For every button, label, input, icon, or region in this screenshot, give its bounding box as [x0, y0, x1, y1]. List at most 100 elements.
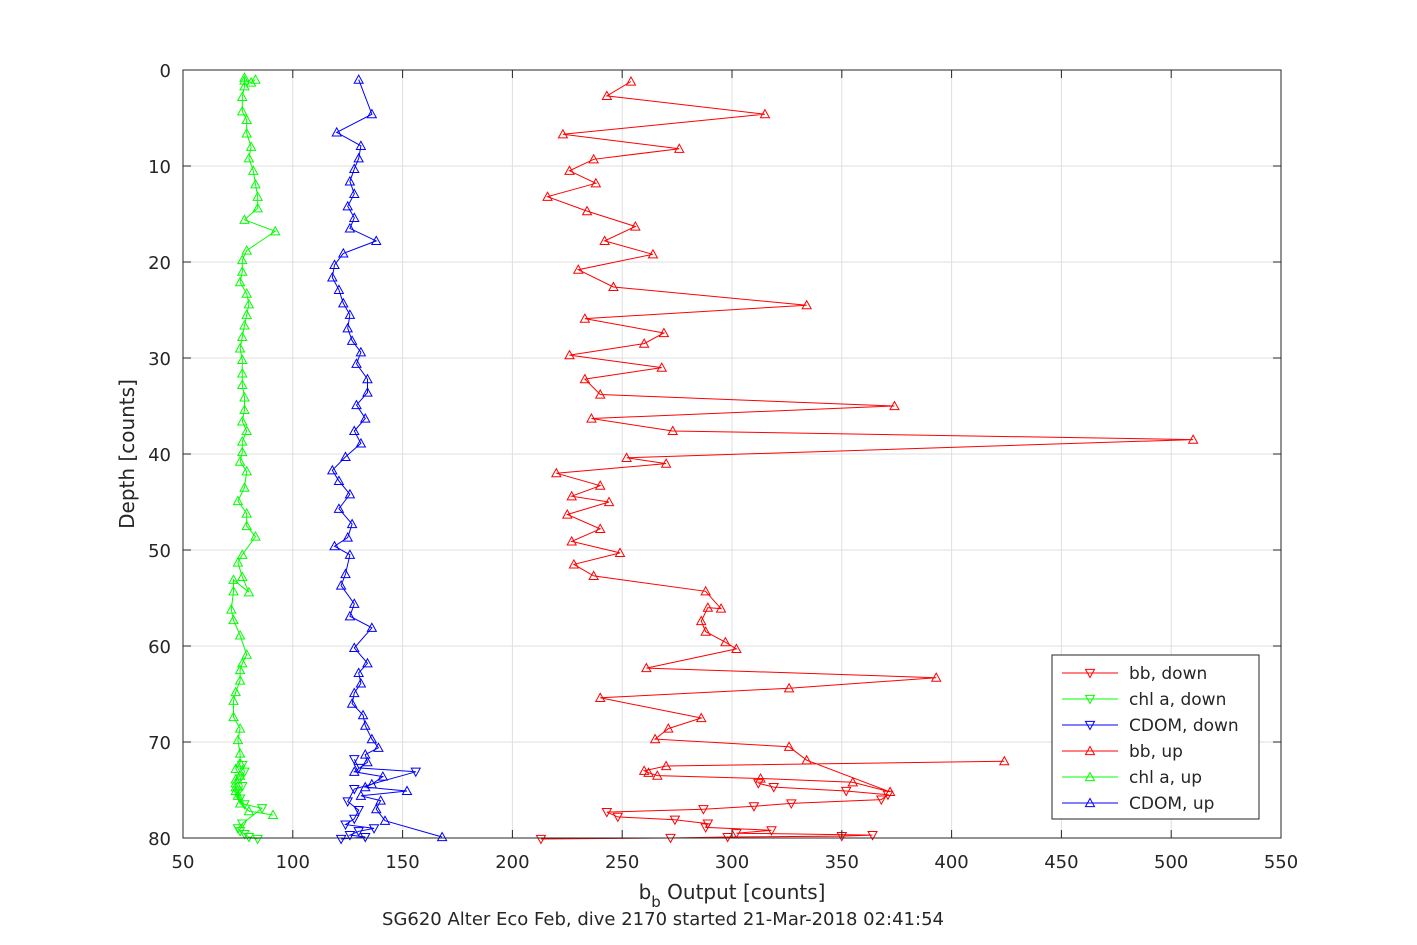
- data-point: [335, 834, 347, 845]
- data-point: [241, 507, 253, 518]
- data-point: [344, 831, 356, 841]
- data-point: [625, 75, 637, 86]
- data-point: [241, 309, 253, 319]
- data-point: [867, 831, 878, 841]
- data-point: [368, 824, 380, 834]
- x-tick-label: 300: [715, 852, 749, 873]
- data-point: [377, 771, 389, 781]
- data-point: [232, 495, 244, 506]
- data-point: [785, 799, 797, 809]
- data-point: [225, 603, 237, 614]
- data-point: [243, 832, 255, 843]
- data-point: [840, 786, 852, 797]
- data-point: [766, 826, 777, 836]
- data-point: [344, 175, 356, 186]
- data-point: [348, 188, 360, 198]
- data-point: [236, 331, 248, 341]
- data-point: [236, 435, 248, 446]
- y-tick-label: 70: [148, 733, 171, 754]
- legend-marker: [1084, 771, 1096, 782]
- data-point: [228, 711, 239, 722]
- x-tick-label: 200: [495, 852, 529, 873]
- data-point: [344, 549, 356, 559]
- legend-marker: [1084, 745, 1096, 756]
- data-point: [353, 667, 365, 677]
- data-point: [250, 178, 261, 189]
- data-point: [236, 549, 248, 559]
- data-point: [698, 805, 709, 815]
- series-chl-a-up: [225, 72, 281, 820]
- data-point: [236, 446, 248, 457]
- data-point: [355, 790, 367, 800]
- data-point: [594, 523, 606, 533]
- ticks: 50 100 150 200 250 300 350 400 450 500 550 0 10 20 30 4…: [148, 61, 1298, 873]
- data-point: [601, 807, 613, 818]
- legend-marker: [1084, 797, 1096, 808]
- data-point: [337, 297, 349, 308]
- data-point: [326, 271, 338, 282]
- x-tick-label: 50: [172, 852, 195, 873]
- data-point: [695, 615, 707, 626]
- data-point: [236, 354, 248, 365]
- data-point: [348, 425, 360, 436]
- data-point: [236, 819, 248, 830]
- data-point: [351, 358, 362, 368]
- data-point: [669, 815, 681, 826]
- x-tick-label: 500: [1154, 852, 1188, 873]
- x-tick-label: 450: [1044, 852, 1078, 873]
- data-point: [581, 205, 593, 216]
- data-point: [379, 815, 391, 825]
- legend-label: CDOM, up: [1129, 794, 1214, 814]
- data-point: [579, 373, 591, 384]
- y-tick-label: 50: [148, 541, 171, 562]
- x-tick-label: 100: [276, 852, 310, 873]
- data-point: [588, 570, 600, 581]
- legend-box: [1051, 654, 1260, 820]
- data-point: [239, 72, 250, 82]
- data-point: [731, 829, 742, 839]
- data-point: [243, 586, 255, 597]
- x-axis-label: bb Output [counts]: [639, 880, 826, 911]
- data-point: [340, 568, 351, 579]
- data-point: [344, 222, 356, 233]
- data-point: [239, 404, 250, 414]
- data-point: [236, 367, 248, 378]
- data-point: [359, 412, 371, 423]
- data-point: [342, 200, 354, 211]
- data-point: [239, 214, 250, 224]
- data-point: [695, 712, 707, 723]
- data-point: [333, 475, 345, 485]
- data-point: [594, 388, 606, 399]
- data-point: [234, 342, 246, 353]
- data-point: [228, 614, 239, 625]
- data-point: [252, 202, 264, 213]
- data-point: [594, 480, 606, 490]
- data-point: [329, 259, 340, 269]
- data-point: [362, 657, 373, 668]
- data-point: [241, 425, 253, 436]
- data-point: [660, 760, 672, 771]
- data-point: [1187, 434, 1199, 444]
- data-point: [594, 692, 606, 702]
- data-point: [241, 127, 253, 138]
- data-point: [557, 128, 569, 139]
- data-point: [359, 832, 371, 843]
- data-point: [608, 281, 619, 292]
- data-point: [535, 834, 547, 845]
- series-line: [237, 764, 264, 840]
- data-point: [241, 520, 253, 531]
- data-point: [232, 734, 244, 745]
- data-point: [243, 805, 255, 816]
- x-axis-label-rest: Output [counts]: [661, 880, 826, 904]
- data-point: [344, 309, 356, 319]
- data-point: [768, 783, 780, 793]
- data-point: [875, 795, 887, 806]
- data-point: [649, 733, 661, 744]
- data-point: [700, 626, 711, 636]
- data-point: [753, 779, 764, 789]
- data-point: [342, 322, 354, 333]
- data-point: [348, 598, 360, 608]
- data-point: [241, 244, 253, 255]
- data-point: [373, 742, 384, 752]
